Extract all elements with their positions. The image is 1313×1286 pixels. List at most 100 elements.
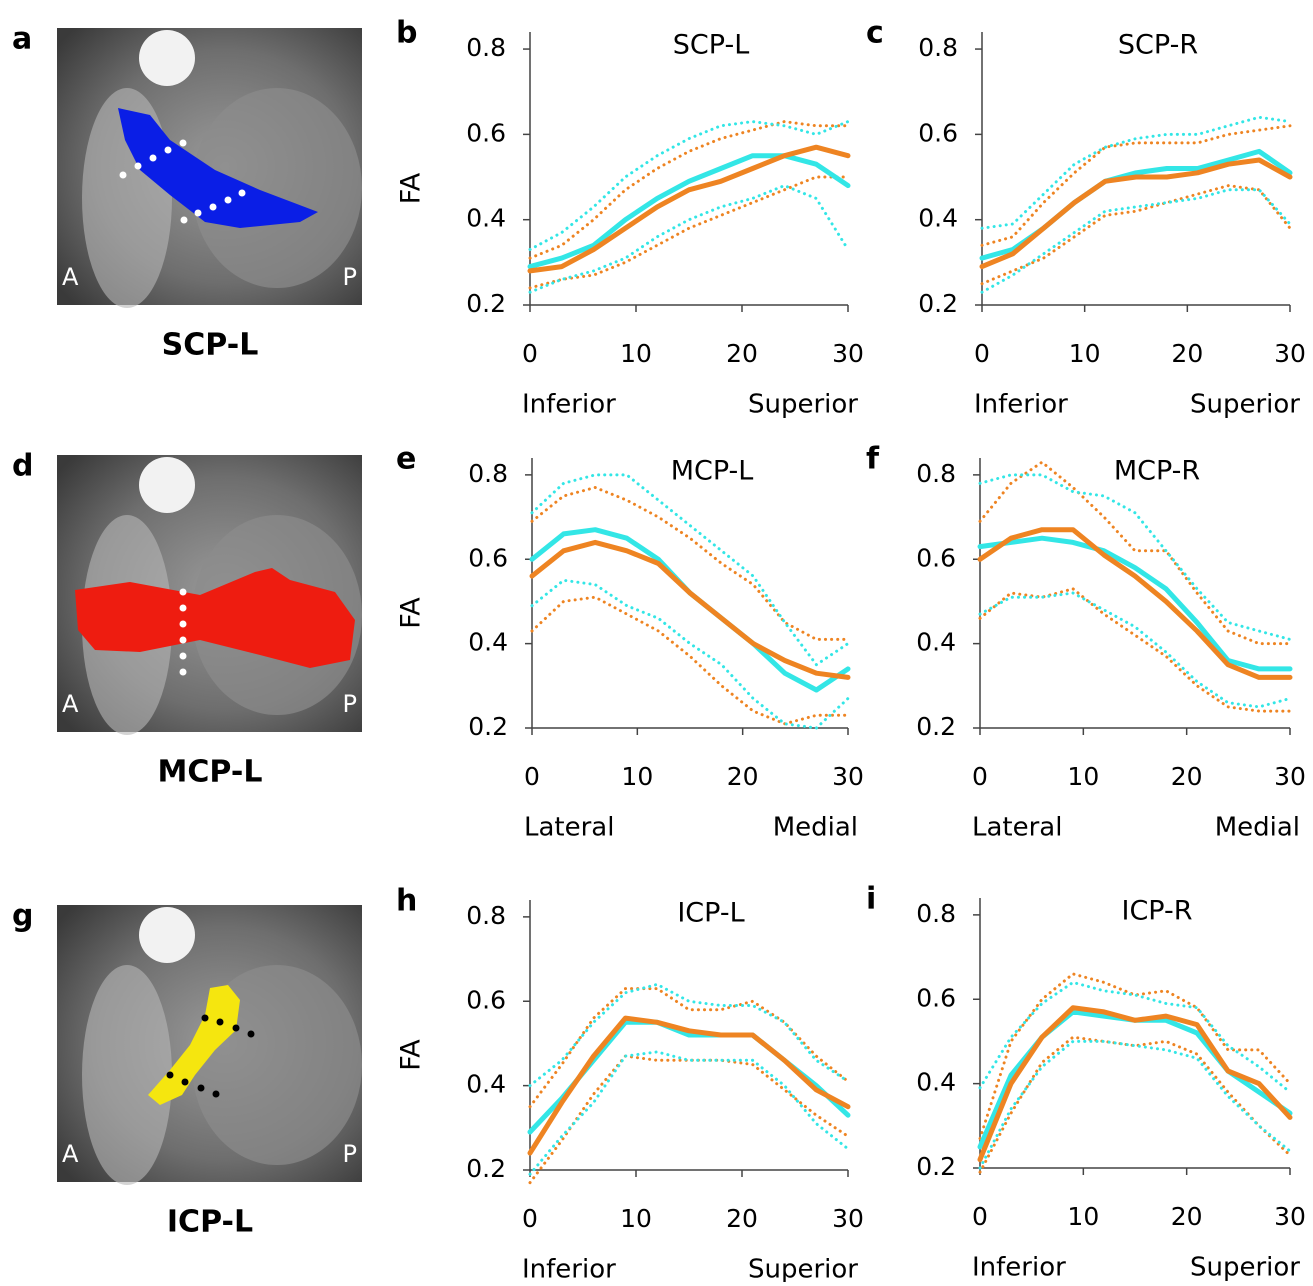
y-tick-label: 0.2 xyxy=(918,289,958,318)
x-tick-label: 10 xyxy=(620,339,652,368)
x-start-label: Inferior xyxy=(522,390,616,420)
range-line xyxy=(528,184,850,294)
y-tick-label: 0.4 xyxy=(466,1070,506,1099)
mean-line xyxy=(977,535,1293,672)
mean-line xyxy=(977,527,1293,680)
panel-letter: f xyxy=(866,442,880,477)
x-start-label: Inferior xyxy=(974,390,1068,420)
chart-title: MCP-R xyxy=(1114,456,1200,487)
panel-letter: b xyxy=(396,16,417,51)
panel-letter: d xyxy=(12,449,33,484)
y-tick-label: 0.4 xyxy=(918,204,958,233)
range-line xyxy=(978,980,1292,1094)
y-tick-label: 0.6 xyxy=(466,985,506,1014)
x-tick-label: 20 xyxy=(1171,762,1203,791)
range-line xyxy=(530,595,850,726)
x-end-label: Superior xyxy=(1190,1253,1300,1283)
x-tick-label: 20 xyxy=(726,339,758,368)
range-line xyxy=(528,987,850,1109)
roi-dot xyxy=(164,146,172,154)
x-tick-label: 10 xyxy=(621,762,653,791)
x-tick-label: 20 xyxy=(1171,339,1203,368)
roi-dot xyxy=(181,1078,189,1086)
y-tick-label: 0.6 xyxy=(468,543,508,572)
roi-dot xyxy=(179,652,187,660)
x-tick-label: 30 xyxy=(832,762,864,791)
roi-dot xyxy=(180,216,188,224)
roi-dot xyxy=(179,636,187,644)
x-tick-label: 30 xyxy=(1274,1202,1306,1231)
x-tick-label: 20 xyxy=(726,1204,758,1233)
range-line xyxy=(528,175,850,290)
x-tick-label: 30 xyxy=(1274,339,1306,368)
mean-line xyxy=(527,153,851,270)
y-axis-label: FA xyxy=(396,1039,427,1071)
x-end-label: Superior xyxy=(748,390,858,420)
anterior-label: A xyxy=(62,263,79,291)
roi-dot xyxy=(247,1030,255,1038)
roi-dot xyxy=(209,203,217,211)
range-line xyxy=(978,972,1292,1140)
roi-dot xyxy=(179,604,187,612)
range-line xyxy=(978,473,1292,641)
cerebellum xyxy=(192,88,362,288)
y-tick-label: 0.6 xyxy=(916,543,956,572)
x-start-label: Inferior xyxy=(972,1253,1066,1283)
range-line xyxy=(528,120,850,260)
range-line xyxy=(530,486,850,641)
roi-dot xyxy=(149,154,157,162)
x-tick-label: 0 xyxy=(522,1204,538,1233)
y-tick-label: 0.4 xyxy=(468,628,508,657)
tract xyxy=(75,568,355,668)
roi-dot xyxy=(179,620,187,628)
y-tick-label: 0.4 xyxy=(916,1068,956,1097)
y-tick-label: 0.8 xyxy=(916,459,956,488)
roi-dot xyxy=(194,209,202,217)
image-caption: MCP-L xyxy=(158,755,263,790)
x-end-label: Superior xyxy=(1190,390,1300,420)
brainstem xyxy=(82,965,172,1185)
anterior-label: A xyxy=(62,690,79,718)
x-end-label: Superior xyxy=(748,1255,858,1283)
roi-dot xyxy=(216,1018,224,1026)
y-tick-label: 0.2 xyxy=(916,712,956,741)
image-caption: SCP-L xyxy=(162,328,259,363)
x-tick-label: 10 xyxy=(620,1204,652,1233)
roi-dot xyxy=(119,171,127,179)
x-tick-label: 30 xyxy=(1274,762,1306,791)
mean-line xyxy=(529,539,851,680)
roi-dot xyxy=(232,1024,240,1032)
mean-line xyxy=(977,1005,1293,1163)
range-line xyxy=(530,473,850,667)
chart-title: SCP-L xyxy=(673,30,749,61)
x-end-label: Medial xyxy=(1215,813,1300,843)
bright-spot xyxy=(139,457,195,513)
roi-dot xyxy=(179,668,187,676)
y-tick-label: 0.2 xyxy=(466,289,506,318)
chart-title: ICP-R xyxy=(1121,896,1192,927)
range-line xyxy=(978,460,1292,646)
x-tick-label: 0 xyxy=(972,1202,988,1231)
panel-letter: e xyxy=(396,442,416,477)
range-line xyxy=(978,591,1292,709)
panel-letter: c xyxy=(866,16,884,51)
chart-title: SCP-R xyxy=(1118,30,1198,61)
x-tick-label: 30 xyxy=(832,1204,864,1233)
x-start-label: Lateral xyxy=(972,813,1062,843)
roi-dot xyxy=(134,162,142,170)
range-line xyxy=(980,188,1292,294)
roi-dot xyxy=(197,1084,205,1092)
range-line xyxy=(980,184,1292,286)
y-tick-label: 0.6 xyxy=(918,118,958,147)
chart-title: ICP-L xyxy=(677,898,744,929)
y-tick-label: 0.8 xyxy=(468,459,508,488)
x-tick-label: 10 xyxy=(1067,1202,1099,1231)
roi-dot xyxy=(166,1071,174,1079)
panel-letter: g xyxy=(12,899,33,934)
roi-dot xyxy=(179,588,187,596)
x-start-label: Lateral xyxy=(524,813,614,843)
roi-dot xyxy=(179,139,187,147)
y-tick-label: 0.4 xyxy=(466,204,506,233)
roi-dot xyxy=(238,189,246,197)
x-tick-label: 10 xyxy=(1067,762,1099,791)
